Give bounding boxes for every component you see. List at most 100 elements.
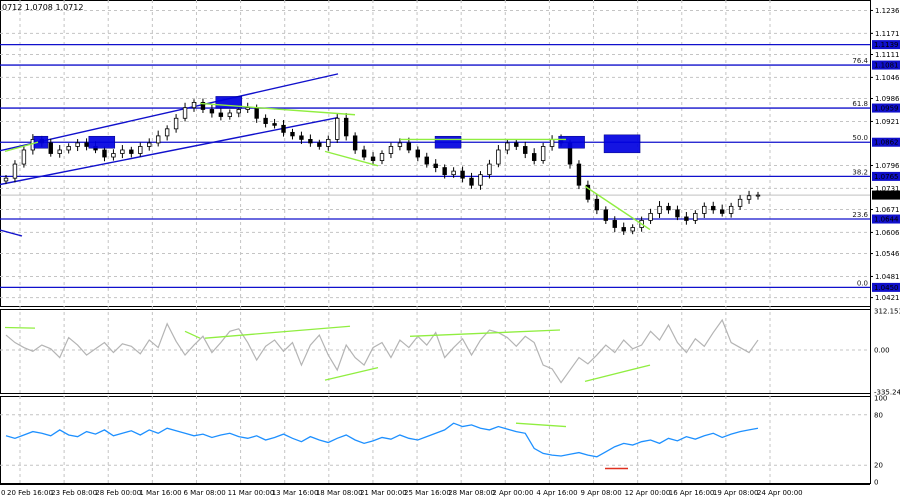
price-level-tag — [872, 60, 900, 70]
price-tick-label: 1.0921 — [875, 118, 900, 126]
signal-marker-box — [558, 135, 585, 149]
cci-tick-label: 0.00 — [874, 347, 890, 355]
time-tick-label: 20 Feb 16:00 — [7, 489, 53, 497]
price-level-tag-text: 1.1081 — [874, 62, 899, 70]
candle-body — [388, 146, 394, 154]
candle-body — [460, 170, 465, 179]
price-tick-label: 1.1171 — [875, 30, 900, 38]
price-level-tag-text: 1.0959 — [874, 105, 899, 113]
price-tick-label: 1.1111 — [875, 51, 900, 59]
fib-level-label: 76.4 — [852, 57, 868, 65]
price-level-tag — [872, 103, 900, 113]
price-tick-label: 1.0421 — [875, 294, 900, 302]
candle-body — [361, 149, 367, 158]
time-tick-label: 1 Mar 16:00 — [139, 489, 181, 497]
candle-body — [442, 167, 447, 176]
fib-level-label: 23.6 — [852, 211, 868, 219]
cci-divergence-line — [184, 330, 201, 339]
candle-body — [612, 220, 617, 228]
signal-marker-box — [33, 135, 49, 149]
candle-body — [684, 216, 689, 221]
candle-body — [657, 205, 662, 214]
candle-body — [3, 177, 9, 182]
cci-series-line — [5, 318, 759, 384]
divergence-line — [324, 150, 379, 167]
candle-body — [514, 142, 519, 147]
price-level-tag-text: 1.0765 — [874, 173, 899, 181]
candle-body — [415, 149, 421, 158]
candle-body — [236, 109, 241, 114]
time-tick-label: 2 Apr 00:00 — [492, 489, 533, 497]
cci-tick-label: -335.2478 — [874, 389, 900, 397]
price-tick-label: 1.0986 — [875, 95, 900, 103]
time-tick-label: 23 Feb 08:00 — [51, 489, 97, 497]
candle-body — [335, 117, 340, 140]
candle-body — [370, 156, 376, 161]
candle-body — [48, 142, 53, 154]
candle-body — [585, 184, 591, 200]
price-tick-label: 1.0671 — [875, 206, 900, 214]
symbol-info: 0712 1.0708 1.0712 — [2, 3, 83, 12]
candle-body — [406, 142, 412, 151]
candle-body — [173, 117, 179, 130]
time-tick-label: 24 Apr 00:00 — [757, 489, 803, 497]
time-tick-label: 9 Apr 08:00 — [581, 489, 622, 497]
price-level-tag-text: 1.1139 — [874, 41, 899, 49]
fib-level-label: 50.0 — [852, 134, 868, 142]
candle-body — [84, 142, 89, 147]
fib-level-label: 61.8 — [852, 100, 868, 108]
candle-body — [147, 142, 152, 147]
candle-body — [326, 139, 331, 147]
time-tick-label: 21 Mar 00:00 — [360, 489, 407, 497]
signal-marker-box — [434, 135, 462, 149]
candle-body — [746, 195, 752, 200]
time-tick-label: 19 Apr 08:00 — [713, 489, 759, 497]
candle-body — [648, 212, 653, 221]
candle-body — [603, 209, 609, 221]
candle-body — [379, 153, 385, 161]
rsi-tick-label: 80 — [874, 411, 883, 419]
divergence-layer — [4, 102, 651, 231]
candle-layer — [3, 98, 761, 235]
candle-body — [719, 209, 725, 214]
rsi-series-line — [5, 422, 759, 458]
trend-channel-line — [0, 73, 339, 152]
candle-body — [120, 149, 125, 154]
candle-body — [155, 135, 161, 144]
candle-body — [451, 170, 456, 176]
candle-body — [111, 153, 116, 158]
price-tick-label: 1.0546 — [875, 250, 900, 258]
candle-body — [496, 149, 501, 165]
candle-body — [75, 142, 80, 147]
candle-body — [728, 205, 734, 214]
candle-body — [182, 107, 188, 119]
marker-box-layer — [33, 96, 641, 154]
fib-level-label: 0.0 — [857, 279, 868, 287]
candle-body — [66, 146, 71, 151]
time-tick-label: 11 Mar 00:00 — [228, 489, 275, 497]
level-layer: 1.1139 76.4 1.1081 61.8 1.0959 50.0 1.0862 38.2… — [0, 40, 900, 292]
divergence-line — [4, 141, 39, 153]
candle-body — [433, 163, 438, 168]
time-tick-label: 16 Apr 16:00 — [669, 489, 715, 497]
time-tick-label: 28 Feb 00:00 — [95, 489, 141, 497]
cci-divergence-line — [204, 325, 351, 339]
current-price-tag-text: 1.0712 — [874, 192, 899, 200]
time-tick-label: 12 Apr 00:00 — [625, 489, 671, 497]
candle-body — [200, 102, 206, 110]
fib-level-label: 38.2 — [852, 168, 868, 176]
candle-body — [675, 209, 680, 218]
candle-body — [218, 112, 224, 117]
candle-body — [12, 163, 18, 179]
price-level-tag — [872, 282, 900, 292]
time-tick-label: 0 — [1, 489, 5, 497]
signal-marker-box — [88, 135, 116, 149]
candle-body — [737, 198, 743, 207]
price-tick-label: 1.0796 — [875, 162, 900, 170]
candle-body — [576, 163, 582, 186]
price-level-tag — [872, 40, 900, 50]
cci-divergence-line — [409, 329, 561, 337]
time-tick-label: 6 Mar 08:00 — [183, 489, 225, 497]
